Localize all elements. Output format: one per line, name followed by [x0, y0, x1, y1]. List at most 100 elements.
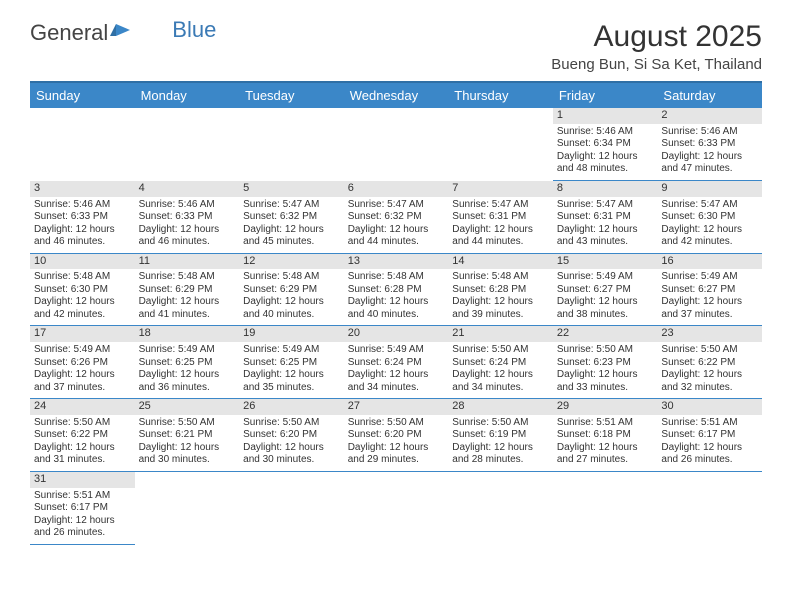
calendar-grid: 1 Sunrise: 5:46 AMSunset: 6:34 PMDaylight…: [30, 108, 762, 545]
daylight2-text: and 48 minutes.: [557, 163, 654, 176]
daylight1-text: Daylight: 12 hours: [34, 442, 131, 455]
sunrise-text: Sunrise: 5:50 AM: [452, 417, 549, 430]
day-number: 15: [553, 254, 658, 270]
day-number: 21: [448, 326, 553, 342]
daylight1-text: Daylight: 12 hours: [34, 369, 131, 382]
empty-cell: [448, 108, 553, 181]
daylight1-text: Daylight: 12 hours: [243, 296, 340, 309]
sunrise-text: Sunrise: 5:49 AM: [661, 271, 758, 284]
sunrise-text: Sunrise: 5:48 AM: [139, 271, 236, 284]
day-number: 9: [657, 181, 762, 197]
day-info: Sunrise: 5:46 AMSunset: 6:34 PMDaylight:…: [557, 126, 654, 176]
day-info: Sunrise: 5:46 AMSunset: 6:33 PMDaylight:…: [139, 199, 236, 249]
day-cell: 29 Sunrise: 5:51 AMSunset: 6:18 PMDayligh…: [553, 399, 658, 472]
daylight1-text: Daylight: 12 hours: [34, 515, 131, 528]
daylight1-text: Daylight: 12 hours: [557, 369, 654, 382]
day-info: Sunrise: 5:50 AMSunset: 6:20 PMDaylight:…: [348, 417, 445, 467]
day-info: Sunrise: 5:47 AMSunset: 6:31 PMDaylight:…: [452, 199, 549, 249]
daylight1-text: Daylight: 12 hours: [661, 442, 758, 455]
daylight2-text: and 33 minutes.: [557, 382, 654, 395]
day-info: Sunrise: 5:46 AMSunset: 6:33 PMDaylight:…: [661, 126, 758, 176]
day-cell: 4Sunrise: 5:46 AMSunset: 6:33 PMDaylight…: [135, 181, 240, 254]
day-number: 30: [657, 399, 762, 415]
sunrise-text: Sunrise: 5:49 AM: [34, 344, 131, 357]
sunset-text: Sunset: 6:32 PM: [348, 211, 445, 224]
day-info: Sunrise: 5:47 AMSunset: 6:32 PMDaylight:…: [348, 199, 445, 249]
sunrise-text: Sunrise: 5:47 AM: [243, 199, 340, 212]
sunset-text: Sunset: 6:33 PM: [139, 211, 236, 224]
sunrise-text: Sunrise: 5:50 AM: [452, 344, 549, 357]
weekday-label: Friday: [553, 83, 658, 108]
day-info: Sunrise: 5:49 AMSunset: 6:25 PMDaylight:…: [139, 344, 236, 394]
logo: General Blue: [30, 20, 216, 46]
sunrise-text: Sunrise: 5:49 AM: [557, 271, 654, 284]
logo-flag-icon: [110, 20, 134, 46]
day-info: Sunrise: 5:47 AMSunset: 6:31 PMDaylight:…: [557, 199, 654, 249]
weekday-label: Monday: [135, 83, 240, 108]
empty-cell: [553, 472, 658, 545]
sunrise-text: Sunrise: 5:47 AM: [348, 199, 445, 212]
day-info: Sunrise: 5:50 AMSunset: 6:23 PMDaylight:…: [557, 344, 654, 394]
logo-text-2: Blue: [172, 17, 216, 43]
header: General Blue August 2025 Bueng Bun, Si S…: [30, 20, 762, 73]
weekday-label: Wednesday: [344, 83, 449, 108]
empty-cell: [239, 108, 344, 181]
day-number: 11: [135, 254, 240, 270]
day-info: Sunrise: 5:48 AMSunset: 6:28 PMDaylight:…: [452, 271, 549, 321]
sunset-text: Sunset: 6:30 PM: [34, 284, 131, 297]
day-cell: 14Sunrise: 5:48 AMSunset: 6:28 PMDayligh…: [448, 254, 553, 327]
daylight1-text: Daylight: 12 hours: [557, 296, 654, 309]
day-info: Sunrise: 5:50 AMSunset: 6:19 PMDaylight:…: [452, 417, 549, 467]
sunrise-text: Sunrise: 5:46 AM: [661, 126, 758, 139]
daylight1-text: Daylight: 12 hours: [661, 224, 758, 237]
daylight2-text: and 40 minutes.: [348, 309, 445, 322]
day-cell: 26Sunrise: 5:50 AMSunset: 6:20 PMDayligh…: [239, 399, 344, 472]
day-info: Sunrise: 5:51 AMSunset: 6:17 PMDaylight:…: [661, 417, 758, 467]
sunset-text: Sunset: 6:32 PM: [243, 211, 340, 224]
sunset-text: Sunset: 6:29 PM: [139, 284, 236, 297]
empty-cell: [239, 472, 344, 545]
sunrise-text: Sunrise: 5:50 AM: [557, 344, 654, 357]
daylight2-text: and 27 minutes.: [557, 454, 654, 467]
day-info: Sunrise: 5:48 AMSunset: 6:28 PMDaylight:…: [348, 271, 445, 321]
daylight1-text: Daylight: 12 hours: [348, 442, 445, 455]
day-cell: 11Sunrise: 5:48 AMSunset: 6:29 PMDayligh…: [135, 254, 240, 327]
sunrise-text: Sunrise: 5:48 AM: [34, 271, 131, 284]
daylight1-text: Daylight: 12 hours: [34, 296, 131, 309]
day-number: 1: [553, 108, 658, 124]
daylight1-text: Daylight: 12 hours: [34, 224, 131, 237]
daylight2-text: and 42 minutes.: [34, 309, 131, 322]
sunrise-text: Sunrise: 5:49 AM: [348, 344, 445, 357]
daylight2-text: and 39 minutes.: [452, 309, 549, 322]
sunrise-text: Sunrise: 5:47 AM: [557, 199, 654, 212]
daylight2-text: and 43 minutes.: [557, 236, 654, 249]
day-number: 31: [30, 472, 135, 488]
sunset-text: Sunset: 6:20 PM: [348, 429, 445, 442]
sunrise-text: Sunrise: 5:50 AM: [34, 417, 131, 430]
sunset-text: Sunset: 6:28 PM: [452, 284, 549, 297]
daylight2-text: and 45 minutes.: [243, 236, 340, 249]
day-info: Sunrise: 5:49 AMSunset: 6:27 PMDaylight:…: [557, 271, 654, 321]
day-info: Sunrise: 5:51 AMSunset: 6:18 PMDaylight:…: [557, 417, 654, 467]
sunrise-text: Sunrise: 5:49 AM: [243, 344, 340, 357]
day-number: 10: [30, 254, 135, 270]
sunset-text: Sunset: 6:31 PM: [452, 211, 549, 224]
day-number: 29: [553, 399, 658, 415]
day-info: Sunrise: 5:48 AMSunset: 6:29 PMDaylight:…: [139, 271, 236, 321]
daylight1-text: Daylight: 12 hours: [139, 442, 236, 455]
day-number: 20: [344, 326, 449, 342]
sunrise-text: Sunrise: 5:50 AM: [139, 417, 236, 430]
sunset-text: Sunset: 6:17 PM: [34, 502, 131, 515]
day-info: Sunrise: 5:50 AMSunset: 6:22 PMDaylight:…: [661, 344, 758, 394]
daylight2-text: and 26 minutes.: [34, 527, 131, 540]
daylight1-text: Daylight: 12 hours: [661, 369, 758, 382]
calendar-weekday-header: SundayMondayTuesdayWednesdayThursdayFrid…: [30, 81, 762, 108]
day-cell: 21Sunrise: 5:50 AMSunset: 6:24 PMDayligh…: [448, 326, 553, 399]
day-cell: 22Sunrise: 5:50 AMSunset: 6:23 PMDayligh…: [553, 326, 658, 399]
sunset-text: Sunset: 6:23 PM: [557, 357, 654, 370]
weekday-label: Sunday: [30, 83, 135, 108]
day-cell: 19Sunrise: 5:49 AMSunset: 6:25 PMDayligh…: [239, 326, 344, 399]
daylight2-text: and 40 minutes.: [243, 309, 340, 322]
sunset-text: Sunset: 6:18 PM: [557, 429, 654, 442]
daylight1-text: Daylight: 12 hours: [243, 224, 340, 237]
